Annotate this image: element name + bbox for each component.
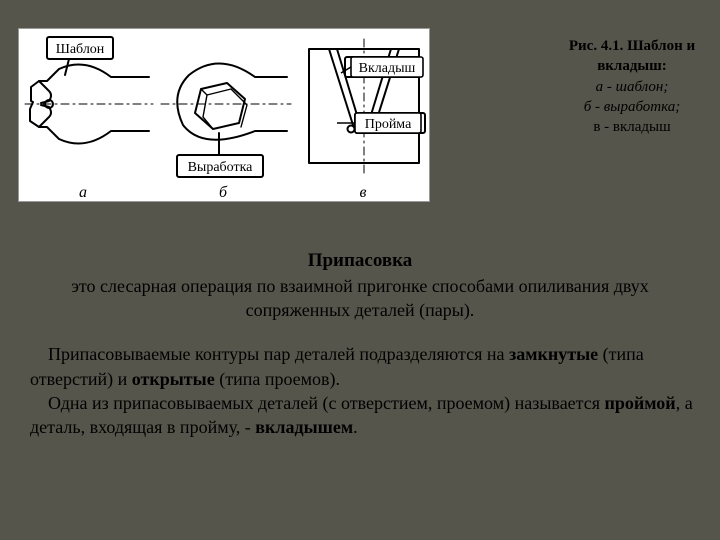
p2-open: открытые: [132, 369, 215, 389]
p2a: Припасовываемые контуры пар деталей подр…: [48, 344, 509, 364]
p3d: .: [353, 417, 358, 437]
body-para2: Припасовываемые контуры пар деталей подр…: [0, 342, 720, 391]
p2-closed: замкнутые: [509, 344, 598, 364]
figure-box: Шаблон Выработка Вкладыш Пройма а б в: [18, 28, 430, 202]
body-para3: Одна из припасовываемых деталей (с отвер…: [0, 391, 720, 440]
label-vyrabotka: Выработка: [188, 160, 254, 175]
body-para1: это слесарная операция по взаимной приго…: [0, 274, 720, 323]
sublabel-b: б: [219, 184, 228, 201]
label-proyma: Пройма: [365, 117, 412, 132]
label-vkladysh: Вкладыш: [359, 61, 416, 76]
caption-title: Рис. 4.1. Шаблон и вкладыш:: [569, 38, 695, 74]
body-text: Припасовка это слесарная операция по вза…: [0, 248, 720, 439]
label-shablon: Шаблон: [56, 42, 105, 57]
p3-proyma: проймой: [605, 393, 676, 413]
caption-line-b: б - выработка;: [584, 99, 681, 115]
p3a: Одна из припасовываемых деталей (с отвер…: [48, 393, 605, 413]
body-title: Припасовка: [0, 248, 720, 274]
figure-caption: Рис. 4.1. Шаблон и вкладыш: а - шаблон; …: [552, 36, 712, 137]
caption-line-v: в - вкладыш: [593, 119, 670, 135]
caption-line-a: а - шаблон;: [596, 79, 669, 95]
sublabel-v: в: [360, 184, 367, 201]
p2d: (типа проемов).: [215, 369, 340, 389]
p3-vklad: вкладышем: [255, 417, 353, 437]
sublabel-a: а: [79, 184, 87, 201]
figure-svg: Шаблон Выработка Вкладыш Пройма а б в: [19, 29, 431, 203]
